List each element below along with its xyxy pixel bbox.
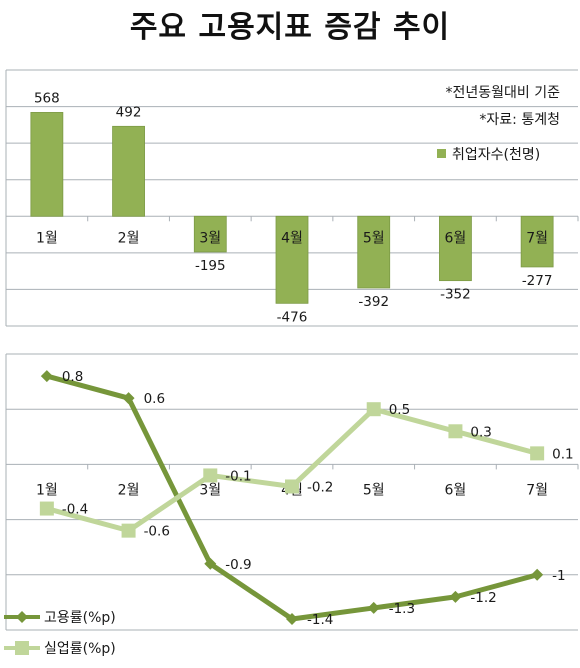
employment-point xyxy=(367,601,380,614)
bar-value-label: 568 xyxy=(34,90,60,106)
bar-category-label: 2월 xyxy=(118,230,140,246)
line-category-label: 3월 xyxy=(199,482,221,498)
bar-category-label: 4월 xyxy=(281,230,303,246)
line-legend-marker xyxy=(16,611,28,623)
bar-2 xyxy=(112,125,145,217)
line-legend-label: 고용률(%p) xyxy=(44,610,116,626)
line-value-label: -0.9 xyxy=(225,557,251,573)
bar-category-label: 7월 xyxy=(526,230,548,246)
line-value-label: 0.6 xyxy=(144,391,165,407)
bar-value-label: -277 xyxy=(522,273,553,289)
series-line-2 xyxy=(46,406,538,534)
employment-point xyxy=(531,568,544,581)
unemployment-point xyxy=(366,402,381,417)
line-value-label: 0.8 xyxy=(62,369,83,385)
line-category-label: 1월 xyxy=(36,482,58,498)
bar-category-label: 3월 xyxy=(199,230,221,246)
bar-value-label: -352 xyxy=(440,287,471,303)
bar-4 xyxy=(275,215,309,304)
line-category-label: 6월 xyxy=(445,482,467,498)
unemployment-point xyxy=(121,523,136,538)
bar-category-label: 6월 xyxy=(445,230,467,246)
bar-value-label: -476 xyxy=(277,309,308,325)
unemployment-point xyxy=(39,501,54,516)
line-category-label: 7월 xyxy=(526,482,548,498)
bar-legend-swatch xyxy=(437,149,446,158)
unemployment-point xyxy=(530,446,545,461)
employment-point xyxy=(40,370,53,383)
chart-title: 주요 고용지표 증감 추이 xyxy=(129,10,451,45)
line-category-label: 5월 xyxy=(363,482,385,498)
line-value-label: -0.4 xyxy=(62,502,88,518)
line-value-label: 0.5 xyxy=(389,402,410,418)
employment-point xyxy=(286,612,298,625)
line-value-label: -1.3 xyxy=(389,601,415,617)
bar-1 xyxy=(30,112,64,217)
line-value-label: 0.1 xyxy=(552,446,573,462)
bar-category-label: 1월 xyxy=(36,230,58,246)
line-value-label: -0.2 xyxy=(307,479,333,495)
bar-5 xyxy=(357,215,391,289)
source-note: *전년동월대비 기준 xyxy=(446,85,561,101)
line-value-label: -0.6 xyxy=(144,524,170,540)
bar-3 xyxy=(193,215,227,253)
unemployment-point xyxy=(448,424,463,439)
bar-7 xyxy=(520,215,554,268)
line-legend-label: 실업률(%p) xyxy=(44,641,116,657)
employment-point xyxy=(204,557,217,570)
bar-value-label: -392 xyxy=(358,294,389,310)
unemployment-point xyxy=(285,479,299,494)
line-value-label: -0.1 xyxy=(225,468,251,484)
bar-value-label: 492 xyxy=(116,104,142,120)
line-value-label: -1.4 xyxy=(307,612,333,628)
bar-6 xyxy=(439,215,472,282)
line-value-label: -1 xyxy=(552,568,565,584)
line-legend-marker xyxy=(15,641,29,655)
bar-value-label: -195 xyxy=(195,258,226,274)
unemployment-point xyxy=(203,468,218,483)
bar-category-label: 5월 xyxy=(363,230,385,246)
line-value-label: -1.2 xyxy=(470,590,496,606)
line-value-label: 0.3 xyxy=(470,424,491,440)
bar-legend-label: 취업자수(천명) xyxy=(452,147,540,163)
employment-point xyxy=(122,392,135,405)
employment-point xyxy=(449,590,462,603)
source-note: *자료: 통계청 xyxy=(479,112,560,128)
line-category-label: 2월 xyxy=(118,482,140,498)
